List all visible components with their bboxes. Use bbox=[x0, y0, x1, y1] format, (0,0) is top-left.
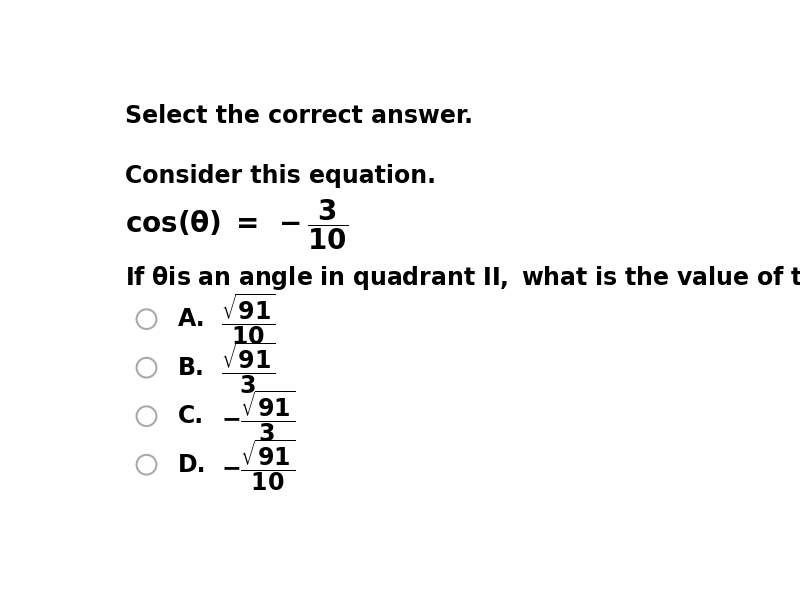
Text: $\mathbf{If\ \theta is\ an\ angle\ in\ quadrant\ II,\ what\ is\ the\ value\ of\ : $\mathbf{If\ \theta is\ an\ angle\ in\ q… bbox=[125, 263, 800, 292]
Text: C.: C. bbox=[178, 404, 204, 428]
Text: Consider this equation.: Consider this equation. bbox=[125, 164, 436, 188]
Text: $\mathbf{\dfrac{\sqrt{91}}{3}}$: $\mathbf{\dfrac{\sqrt{91}}{3}}$ bbox=[221, 340, 275, 395]
Text: D.: D. bbox=[178, 452, 206, 476]
Text: A.: A. bbox=[178, 307, 205, 331]
Text: Select the correct answer.: Select the correct answer. bbox=[125, 104, 473, 128]
Text: $\mathbf{-\dfrac{\sqrt{91}}{10}}$: $\mathbf{-\dfrac{\sqrt{91}}{10}}$ bbox=[221, 437, 295, 493]
Text: $\mathbf{-\dfrac{\sqrt{91}}{3}}$: $\mathbf{-\dfrac{\sqrt{91}}{3}}$ bbox=[221, 388, 295, 444]
Text: B.: B. bbox=[178, 356, 204, 380]
Text: $\mathbf{\dfrac{\sqrt{91}}{10}}$: $\mathbf{\dfrac{\sqrt{91}}{10}}$ bbox=[221, 291, 275, 347]
Text: $\mathbf{cos(\theta)\ =\ -\dfrac{3}{10}}$: $\mathbf{cos(\theta)\ =\ -\dfrac{3}{10}}… bbox=[125, 197, 348, 252]
